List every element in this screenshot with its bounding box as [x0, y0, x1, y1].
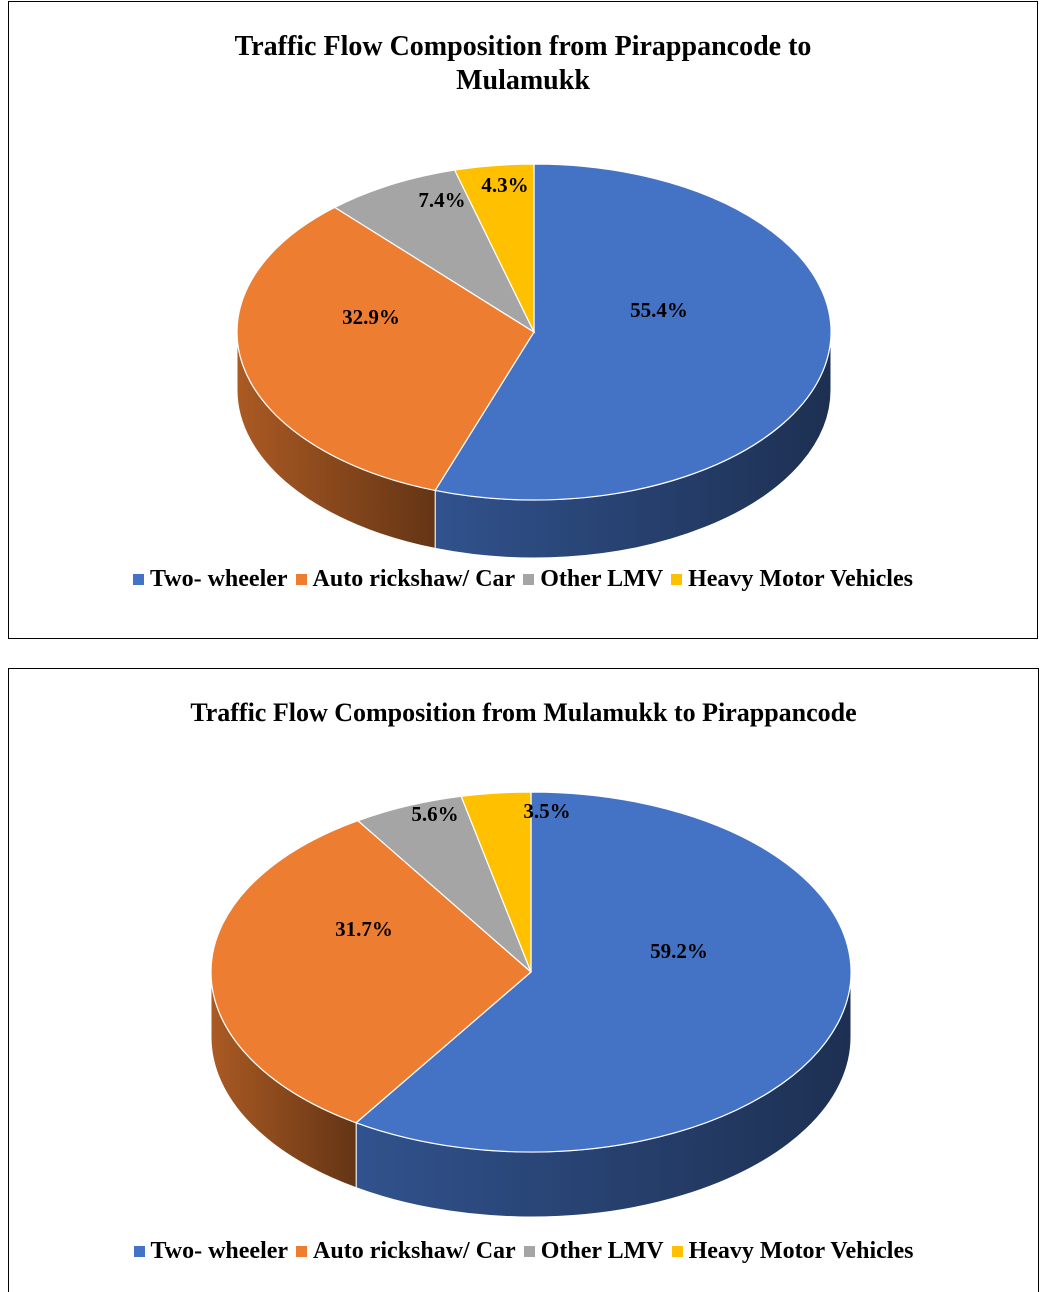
- legend-item-other-lmv: Other LMV: [523, 566, 663, 593]
- chart-title: Traffic Flow Composition from Pirappanco…: [234, 31, 812, 96]
- data-label-two-wheeler: 59.2%: [650, 939, 708, 963]
- legend-item-heavy-motor-vehicles: Heavy Motor Vehicles: [671, 566, 913, 593]
- chart-legend: Two- wheeler Auto rickshaw/ Car Other LMV H…: [9, 566, 1037, 593]
- legend-item-two-wheeler: Two- wheeler: [133, 566, 288, 593]
- legend-label: Two- wheeler: [150, 1238, 289, 1264]
- legend-swatch: [295, 574, 307, 585]
- chart-title: Traffic Flow Composition from Mulamukk t…: [190, 698, 857, 727]
- legend-label: Auto rickshaw/ Car: [313, 1238, 516, 1264]
- legend-label: Heavy Motor Vehicles: [688, 1238, 914, 1264]
- data-label-heavy-motor-vehicles: 3.5%: [523, 799, 570, 823]
- data-label-other-lmv: 5.6%: [411, 802, 458, 826]
- pie-chart-3d: 59.2% 31.7% 5.6% 3.5%: [210, 791, 852, 1218]
- chart-pirappancode-to-mulamukk: Traffic Flow Composition from Pirappanco…: [8, 1, 1038, 639]
- pie-data-labels: 55.4% 32.9% 7.4% 4.3%: [342, 173, 688, 329]
- pie-top-faces: [210, 791, 852, 1153]
- pie-slice-two-wheeler: [354, 791, 852, 1153]
- legend-swatch: [671, 1246, 683, 1257]
- pie-slice-other-lmv: [333, 169, 536, 334]
- legend-swatch: [523, 574, 535, 585]
- legend-item-other-lmv: Other LMV: [523, 1238, 664, 1265]
- chart-mulamukk-to-pirappancode: Traffic Flow Composition from Mulamukk t…: [8, 668, 1039, 1292]
- data-label-two-wheeler: 55.4%: [630, 298, 688, 322]
- chart-legend: Two- wheeler Auto rickshaw/ Car Other LMV H…: [9, 1238, 1038, 1265]
- legend-swatch: [296, 1246, 308, 1257]
- pie-slice-auto-rickshaw-car: [210, 819, 532, 1124]
- legend-item-auto-rickshaw-car: Auto rickshaw/ Car: [295, 566, 516, 593]
- legend-item-two-wheeler: Two- wheeler: [133, 1238, 289, 1265]
- legend-label: Auto rickshaw/ Car: [312, 566, 516, 592]
- pie-slice-auto-rickshaw-car: [236, 206, 535, 492]
- pie-top-faces: [236, 163, 832, 501]
- legend-label: Other LMV: [540, 566, 664, 592]
- legend-label: Heavy Motor Vehicles: [688, 566, 913, 592]
- legend-item-heavy-motor-vehicles: Heavy Motor Vehicles: [671, 1238, 914, 1265]
- pie-slice-heavy-motor-vehicles: [453, 163, 535, 333]
- legend-swatch: [133, 1246, 145, 1257]
- legend-swatch: [671, 574, 683, 585]
- legend-label: Other LMV: [540, 1238, 664, 1264]
- legend-item-auto-rickshaw-car: Auto rickshaw/ Car: [296, 1238, 516, 1265]
- data-label-auto-rickshaw-car: 31.7%: [335, 917, 393, 941]
- pie-data-labels: 59.2% 31.7% 5.6% 3.5%: [335, 799, 708, 963]
- pie-slice-heavy-motor-vehicles: [460, 791, 532, 973]
- legend-label: Two- wheeler: [150, 566, 288, 592]
- data-label-other-lmv: 7.4%: [418, 188, 465, 212]
- legend-swatch: [133, 574, 145, 585]
- pie-chart-3d: 55.4% 32.9% 7.4% 4.3%: [236, 163, 832, 559]
- data-label-heavy-motor-vehicles: 4.3%: [481, 173, 528, 197]
- legend-swatch: [523, 1246, 535, 1257]
- data-label-auto-rickshaw-car: 32.9%: [342, 305, 400, 329]
